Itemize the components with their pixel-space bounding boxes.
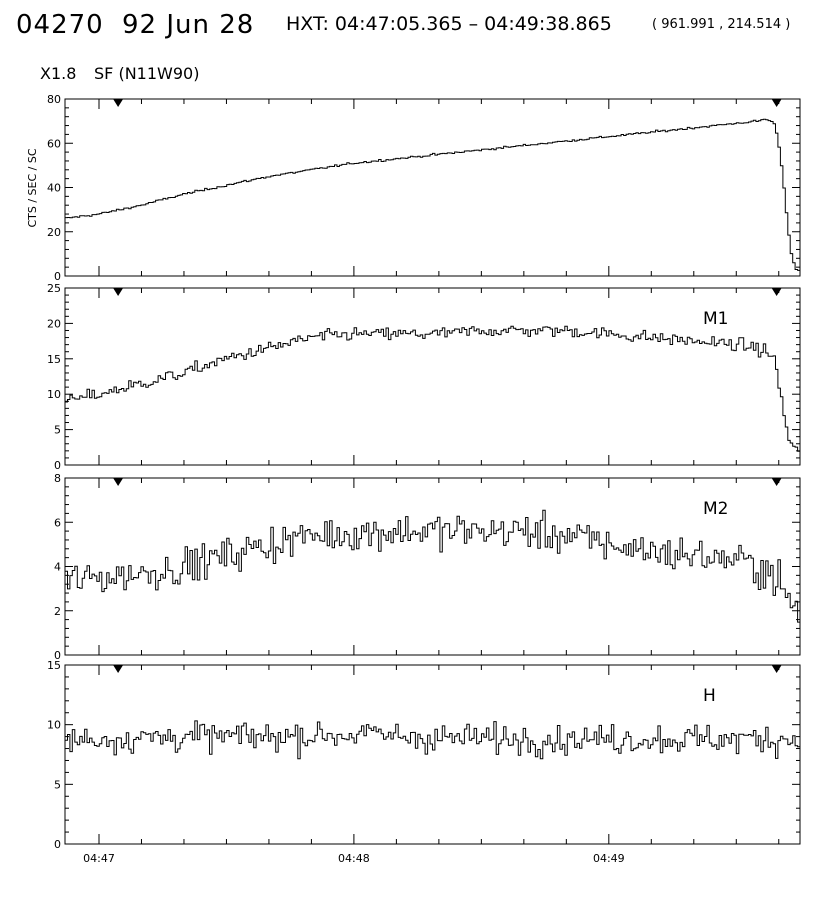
count-rate-trace [65, 509, 800, 623]
interval-marker [771, 99, 782, 107]
panel-frame [64, 287, 801, 466]
event-id: 04270 [16, 10, 104, 40]
y-tick-label: 40 [47, 182, 61, 195]
panel-h: 0 5 10 15 H [47, 659, 801, 851]
x-tick-label: 04:48 [338, 852, 370, 865]
interval-marker [771, 665, 782, 673]
y-tick-label: 0 [54, 459, 61, 472]
y-tick-label: 20 [47, 317, 61, 330]
panel-m2: 0 2 4 6 8 M2 [54, 472, 801, 662]
hxt-time-range: HXT: 04:47:05.365 – 04:49:38.865 [286, 13, 612, 35]
panel-frame [64, 664, 801, 845]
flare-class: X1.8 [40, 64, 77, 83]
y-tick-label: 80 [47, 93, 61, 106]
y-tick-label: 6 [54, 516, 61, 529]
y-tick-label: 5 [54, 778, 61, 791]
interval-marker [113, 478, 124, 486]
event-date: 92 Jun 28 [122, 10, 255, 40]
y-tick-label: 60 [47, 137, 61, 150]
interval-marker [113, 288, 124, 296]
channel-label: H [703, 686, 716, 706]
y-tick-label: 4 [54, 561, 61, 574]
y-tick-label: 0 [54, 649, 61, 662]
interval-marker [113, 99, 124, 107]
flare-location: SF (N11W90) [94, 64, 200, 83]
channel-label: M2 [703, 499, 728, 519]
panel-m1: 0 5 10 15 20 25 M1 [47, 282, 801, 472]
y-tick-label: 10 [47, 388, 61, 401]
y-tick-label: 15 [47, 353, 61, 366]
interval-marker [113, 665, 124, 673]
channel-label: M1 [703, 309, 728, 329]
panel-frame [64, 98, 801, 277]
y-tick-label: 5 [54, 424, 61, 437]
interval-marker [771, 478, 782, 486]
x-tick-label: 04:47 [83, 852, 115, 865]
hxt-coordinates: ( 961.991 , 214.514 ) [652, 17, 791, 32]
x-tick-label: 04:49 [593, 852, 625, 865]
y-tick-label: 20 [47, 226, 61, 239]
panel-lo: 0 20 40 60 80 [47, 93, 801, 283]
panel-frame [64, 477, 801, 656]
y-tick-label: 10 [47, 719, 61, 732]
y-tick-label: 15 [47, 659, 61, 672]
y-tick-label: 8 [54, 472, 61, 485]
count-rate-trace [65, 325, 800, 452]
y-tick-label: 25 [47, 282, 61, 295]
count-rate-trace [65, 118, 800, 271]
y-tick-label: 0 [54, 270, 61, 283]
y-axis-label: CTS / SEC / SC [26, 148, 39, 227]
count-rate-trace [65, 720, 800, 760]
y-tick-label: 2 [54, 605, 61, 618]
interval-marker [771, 288, 782, 296]
y-tick-label: 0 [54, 838, 61, 851]
